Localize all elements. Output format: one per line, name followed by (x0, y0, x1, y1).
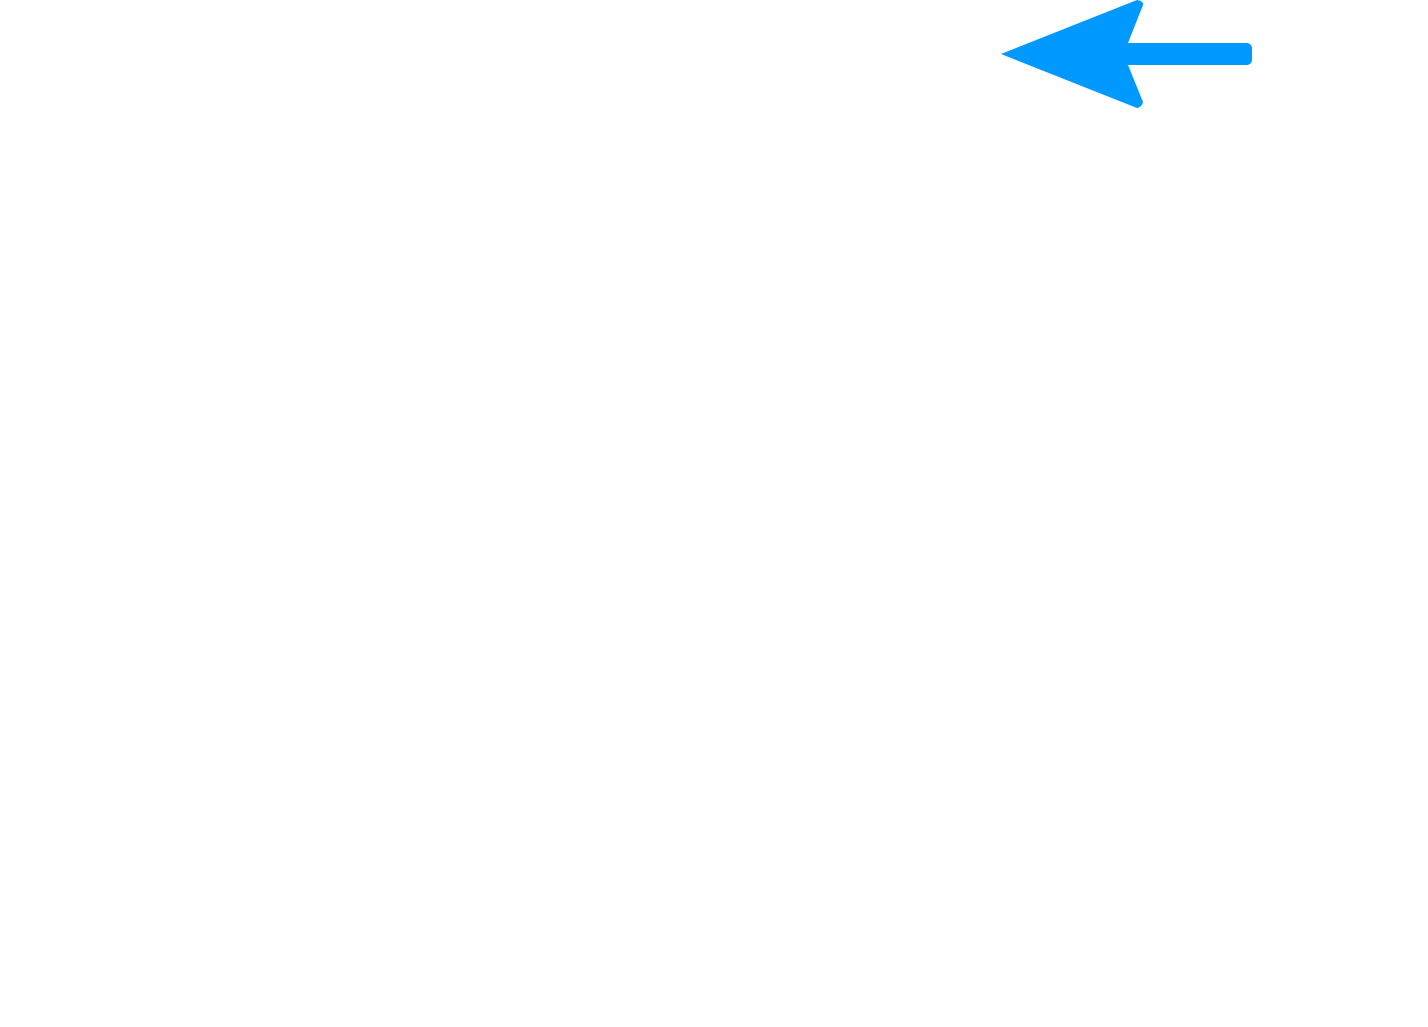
arrow-shape (1001, 0, 1252, 108)
arrow-head (1001, 0, 1144, 108)
arrow-shaft (1118, 43, 1252, 65)
